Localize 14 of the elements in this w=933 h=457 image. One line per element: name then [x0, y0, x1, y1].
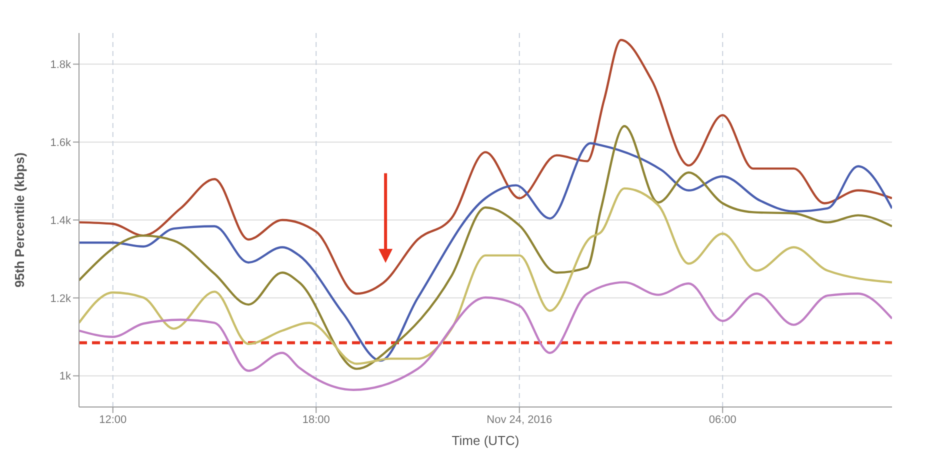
y-tick-label: 1.4k	[50, 214, 72, 227]
x-tick-label: 06:00	[708, 414, 736, 426]
x-tick-label: 12:00	[99, 414, 127, 426]
line-series	[79, 38, 892, 295]
x-tick-label: Nov 24, 2016	[486, 414, 552, 426]
y-tick-label: 1.6k	[50, 136, 72, 149]
y-tick-label: 1k	[59, 370, 72, 383]
y-axis-title: 95th Percentile (kbps)	[12, 152, 27, 288]
x-axis-title: Time (UTC)	[452, 433, 520, 448]
line-series	[79, 187, 892, 365]
line-series	[79, 281, 892, 391]
y-tick-label: 1.2k	[50, 292, 72, 305]
y-tick-label: 1.8k	[50, 59, 72, 72]
x-tick-label: 18:00	[302, 414, 330, 426]
